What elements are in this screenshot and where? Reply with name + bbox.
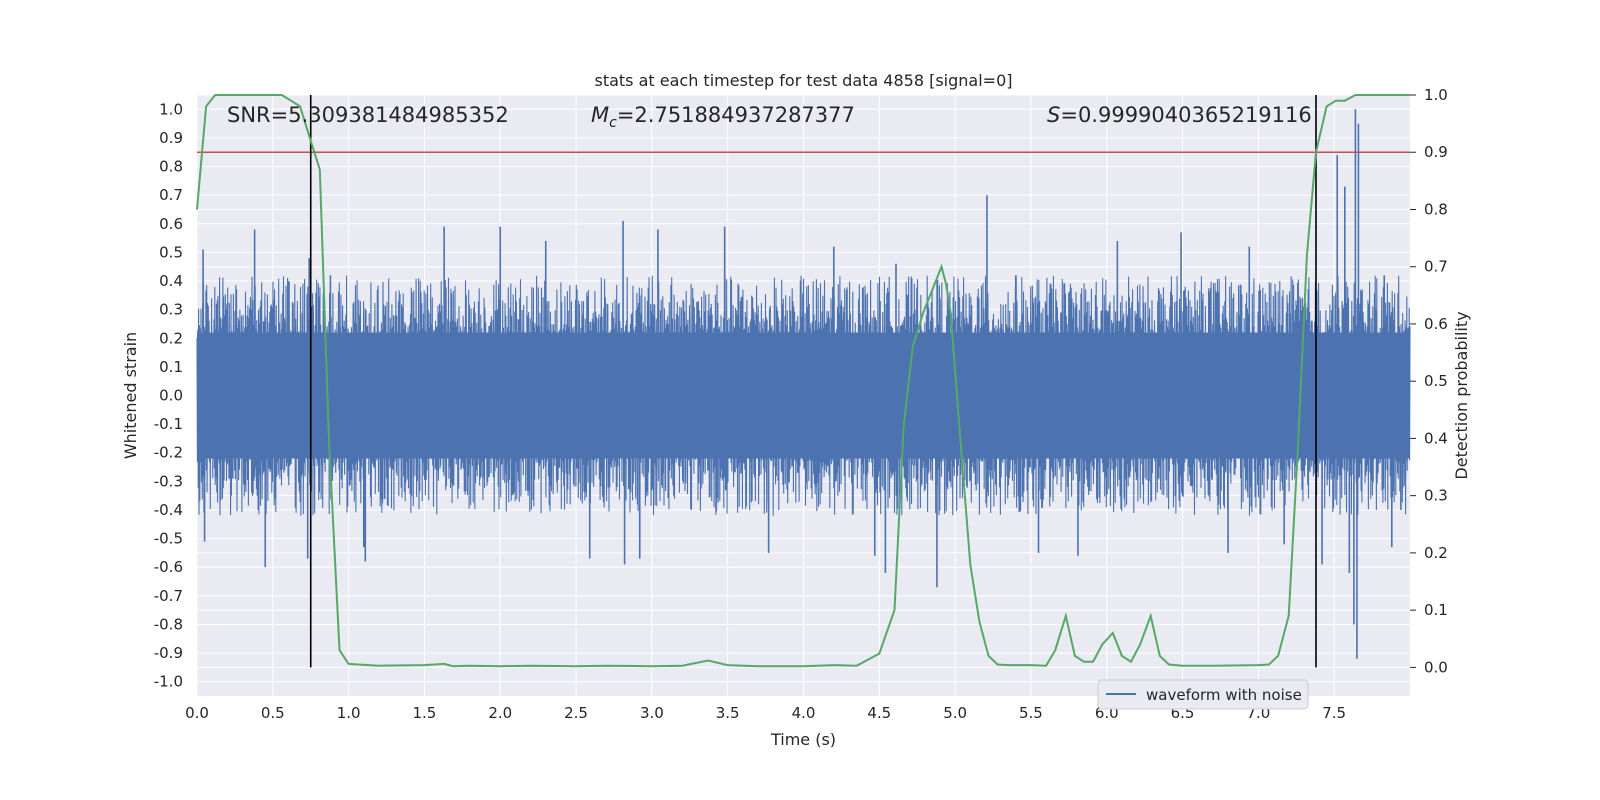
mc-symbol: M [591, 103, 609, 127]
x-tick-label: 3.5 [716, 704, 740, 722]
s-value: =0.9999040365219116 [1060, 103, 1311, 127]
chart-title: stats at each timestep for test data 485… [594, 71, 1012, 90]
legend-box [1097, 679, 1309, 710]
y-tick-label: -1.0 [154, 673, 183, 691]
y-tick-label: 0.6 [159, 215, 183, 233]
s-symbol: S [1047, 103, 1060, 127]
y-tick-label: 0.3 [159, 301, 183, 319]
x-axis-label: Time (s) [770, 730, 836, 749]
y-tick-label: 0.2 [159, 329, 183, 347]
axis-ticks: 0.0 0.5 1.0 1.5 2.0 2.5 3.0 3.5 4.0 4.5 5.0 5.5 6.0 6… [154, 86, 1448, 722]
y2-tick-label: 0.9 [1424, 143, 1448, 161]
probability-series [196, 94, 1410, 668]
y-tick-label: -0.7 [154, 587, 183, 605]
y-tick-label: -0.3 [154, 472, 183, 490]
y-tick-label: -0.4 [154, 501, 183, 519]
y2-tick-label: 1.0 [1424, 86, 1448, 104]
waveform-series [196, 109, 1411, 659]
y-tick-label: 0.4 [159, 272, 183, 290]
x-tick-label: 5.0 [943, 704, 967, 722]
mc-value: =2.751884937287377 [617, 103, 855, 127]
y2-tick-label: 0.7 [1424, 258, 1448, 276]
y2-tick-label: 0.6 [1424, 315, 1448, 333]
y2-tick-label: 0.0 [1424, 658, 1448, 676]
x-tick-label: 1.0 [337, 704, 361, 722]
y-tick-label: -0.9 [154, 644, 183, 662]
y-tick-label: -0.5 [154, 530, 183, 548]
x-tick-label: 7.5 [1322, 704, 1346, 722]
y-tick-label: 0.0 [159, 387, 183, 405]
x-tick-label: 4.0 [792, 704, 816, 722]
y2-tick-label: 0.4 [1424, 429, 1448, 447]
y-axis-label: Whitened strain [121, 332, 140, 459]
x-tick-label: 0.5 [261, 704, 285, 722]
y-tick-label: -0.2 [154, 444, 183, 462]
s-annotation: S=0.9999040365219116 [1047, 103, 1312, 127]
x-tick-label: 4.5 [867, 704, 891, 722]
y-tick-label: 0.1 [159, 358, 183, 376]
x-tick-label: 0.0 [185, 704, 209, 722]
probability-line [196, 94, 1410, 668]
y2-tick-label: 0.5 [1424, 372, 1448, 390]
x-tick-label: 3.0 [640, 704, 664, 722]
chirp-mass-annotation: Mc=2.751884937287377 [591, 103, 855, 131]
y-tick-label: 0.5 [159, 243, 183, 261]
y-tick-label: 1.0 [159, 100, 183, 118]
y-tick-label: -0.6 [154, 558, 183, 576]
y2-tick-label: 0.8 [1424, 200, 1448, 218]
x-tick-label: 1.5 [413, 704, 437, 722]
y-tick-label: -0.1 [154, 415, 183, 433]
snr-annotation: SNR=5.309381484985352 [227, 103, 509, 127]
y-tick-label: -0.8 [154, 615, 183, 633]
x-tick-label: 5.5 [1019, 704, 1043, 722]
mc-subscript: c [609, 115, 617, 131]
legend-label: waveform with noise [1146, 686, 1302, 704]
y-tick-label: 0.7 [159, 186, 183, 204]
y-tick-label: 0.8 [159, 158, 183, 176]
x-tick-label: 2.0 [488, 704, 512, 722]
y2-tick-label: 0.3 [1424, 487, 1448, 505]
y2-axis-label: Detection probability [1452, 311, 1471, 479]
legend: waveform with noise [1097, 679, 1309, 710]
y-tick-label: 0.9 [159, 129, 183, 147]
waveform-noise-band [197, 332, 1410, 459]
y2-tick-label: 0.1 [1424, 601, 1448, 619]
x-tick-label: 2.5 [564, 704, 588, 722]
y2-tick-label: 0.2 [1424, 544, 1448, 562]
